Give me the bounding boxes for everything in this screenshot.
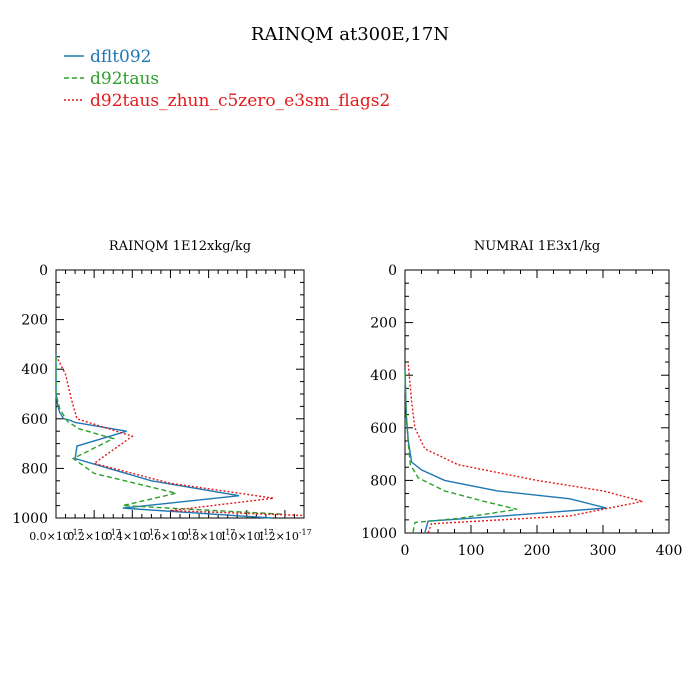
y-tick-label: 0	[39, 263, 48, 279]
y-tick-label: 400	[370, 368, 397, 384]
y-tick-label: 1000	[361, 526, 397, 542]
series-group-rainqm	[55, 354, 305, 519]
y-tick-label: 800	[21, 461, 48, 477]
y-tick-label: 600	[21, 412, 48, 428]
legend-entry: d92taus_zhun_c5zero_e3sm_flags2	[64, 91, 390, 111]
x-tick-label: 1.2×10-17	[258, 528, 312, 543]
x-tick-label: 300	[590, 543, 617, 559]
legend-label-dflt092: dflt092	[90, 47, 152, 67]
x-tick-label: 100	[458, 543, 485, 559]
x-tick-label: 0.0×10-17	[29, 528, 83, 543]
series-line-rainqm-1	[55, 354, 272, 519]
series-line-numrai-3	[407, 364, 643, 534]
y-tick-label: 1000	[12, 511, 48, 527]
figure-title: RAINQM at300E,17N	[251, 24, 449, 45]
y-tick-label: 800	[370, 473, 397, 489]
legend-entry: d92taus	[64, 69, 159, 89]
axis-ticks-rainqm: 0 200 400 600 800 10000.0×10-170.2×10-170.4×1…	[12, 263, 311, 543]
legend-entry: dflt092	[64, 47, 152, 67]
y-tick-label: 200	[21, 313, 48, 329]
chart-panel-rainqm: RAINQM 1E12xkg/kg 0 200 400 600 800 10000.0×1…	[12, 239, 311, 543]
legend-label-d92taus: d92taus	[90, 69, 159, 89]
x-tick-label: 400	[656, 543, 683, 559]
x-tick-label: 0.2×10-17	[67, 528, 121, 543]
panel-title-numrai: NUMRAI 1E3x1/kg	[474, 239, 600, 254]
series-line-rainqm-2	[55, 356, 285, 515]
y-tick-label: 400	[21, 362, 48, 378]
panel-title-rainqm: RAINQM 1E12xkg/kg	[109, 239, 251, 254]
y-tick-label: 200	[370, 316, 397, 332]
x-tick-label: 1.0×10-17	[220, 528, 274, 543]
x-tick-label: 0	[401, 543, 410, 559]
x-tick-label: 200	[524, 543, 551, 559]
y-tick-label: 600	[370, 421, 397, 437]
legend-label-d92taus-zhun: d92taus_zhun_c5zero_e3sm_flags2	[90, 91, 390, 111]
series-line-numrai-2	[404, 372, 518, 534]
legend: dflt092 d92taus d92taus_zhun_c5zero_e3sm…	[64, 47, 390, 111]
x-tick-label: 0.8×10-17	[182, 528, 236, 543]
x-tick-label: 0.4×10-17	[106, 528, 160, 543]
series-group-numrai	[404, 364, 643, 534]
x-tick-label: 0.6×10-17	[144, 528, 198, 543]
series-line-rainqm-3	[57, 358, 305, 517]
y-tick-label: 0	[388, 263, 397, 279]
